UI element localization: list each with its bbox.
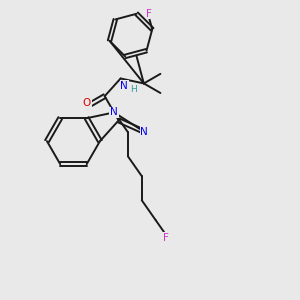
Text: N: N (110, 107, 118, 117)
Text: O: O (83, 98, 91, 108)
Text: F: F (163, 233, 169, 243)
Text: N: N (140, 127, 148, 137)
Text: N: N (120, 81, 128, 91)
Text: F: F (146, 9, 152, 19)
Text: H: H (130, 85, 137, 94)
